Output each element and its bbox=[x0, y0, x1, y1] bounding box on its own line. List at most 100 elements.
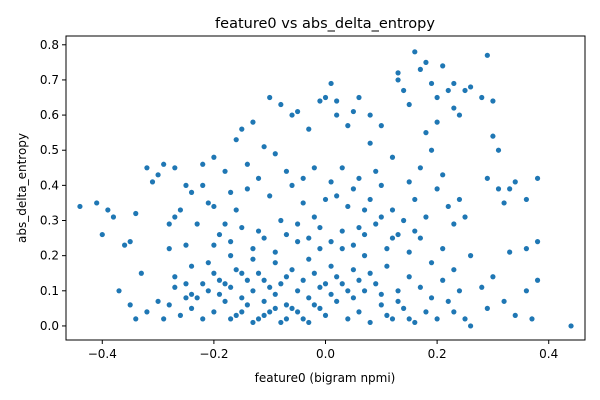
data-point bbox=[283, 316, 290, 322]
data-point bbox=[462, 214, 468, 220]
data-point bbox=[339, 281, 345, 287]
data-point bbox=[412, 228, 418, 234]
data-point bbox=[222, 221, 228, 227]
x-tick-label: 0.4 bbox=[539, 347, 558, 361]
data-point bbox=[239, 126, 245, 132]
data-point bbox=[205, 200, 211, 206]
data-point bbox=[317, 305, 323, 311]
data-point bbox=[166, 221, 172, 227]
data-point bbox=[261, 312, 267, 318]
data-point bbox=[367, 140, 373, 146]
data-point bbox=[389, 316, 396, 322]
data-point bbox=[428, 260, 435, 266]
data-point bbox=[367, 196, 373, 203]
data-point bbox=[328, 80, 334, 87]
data-point bbox=[512, 312, 518, 318]
data-point bbox=[272, 305, 278, 311]
data-point bbox=[194, 295, 200, 301]
x-tick-label: −0.2 bbox=[199, 347, 228, 361]
data-point bbox=[423, 309, 429, 315]
data-point bbox=[468, 323, 474, 329]
data-point bbox=[172, 284, 178, 290]
data-point bbox=[211, 242, 217, 248]
data-point bbox=[183, 242, 189, 248]
data-point bbox=[507, 249, 513, 255]
x-tick-label: 0.2 bbox=[428, 347, 447, 361]
data-point bbox=[445, 87, 451, 94]
data-point bbox=[350, 186, 356, 192]
data-point bbox=[183, 295, 189, 301]
data-point bbox=[479, 284, 485, 290]
data-point bbox=[423, 59, 429, 65]
data-point bbox=[200, 316, 206, 322]
data-point bbox=[345, 203, 351, 210]
data-point bbox=[311, 214, 317, 220]
data-point bbox=[295, 221, 301, 227]
data-point bbox=[144, 309, 150, 315]
data-point bbox=[144, 165, 150, 171]
data-point bbox=[244, 302, 250, 308]
y-tick-label: 0.5 bbox=[40, 143, 59, 157]
data-point bbox=[317, 246, 323, 252]
data-point bbox=[267, 309, 273, 315]
data-point bbox=[501, 298, 507, 304]
data-point bbox=[451, 309, 457, 315]
data-point bbox=[339, 246, 345, 252]
data-point bbox=[367, 270, 373, 276]
data-point bbox=[133, 210, 139, 217]
data-point bbox=[445, 298, 451, 304]
data-point bbox=[183, 281, 189, 287]
data-point bbox=[267, 94, 273, 101]
data-point bbox=[384, 246, 390, 252]
data-point bbox=[311, 302, 317, 308]
data-point bbox=[434, 186, 440, 192]
data-point bbox=[122, 242, 128, 248]
data-point bbox=[239, 270, 245, 276]
data-point bbox=[261, 298, 267, 304]
data-point bbox=[300, 175, 306, 181]
data-point bbox=[451, 80, 457, 87]
data-point bbox=[361, 288, 368, 294]
data-point bbox=[417, 235, 423, 241]
data-point bbox=[401, 217, 407, 224]
data-point bbox=[222, 298, 228, 304]
data-point bbox=[495, 147, 502, 153]
data-point bbox=[278, 281, 284, 287]
data-point bbox=[244, 161, 250, 167]
data-point bbox=[272, 260, 278, 266]
data-point bbox=[484, 305, 490, 311]
data-point bbox=[462, 316, 468, 322]
data-point bbox=[322, 94, 329, 101]
data-point bbox=[395, 288, 401, 294]
data-point bbox=[501, 200, 507, 206]
data-point bbox=[417, 165, 423, 171]
data-point bbox=[222, 168, 228, 174]
data-point bbox=[456, 112, 463, 118]
data-point bbox=[428, 295, 435, 301]
data-point bbox=[261, 144, 267, 150]
data-point bbox=[228, 316, 234, 322]
data-point bbox=[278, 217, 284, 224]
y-tick-label: 0.6 bbox=[40, 108, 59, 122]
data-point bbox=[99, 231, 105, 238]
data-point bbox=[105, 207, 111, 213]
data-point bbox=[127, 302, 133, 308]
data-point bbox=[155, 172, 161, 178]
data-point bbox=[523, 288, 530, 294]
data-point bbox=[322, 281, 329, 287]
data-point bbox=[361, 207, 368, 213]
data-point bbox=[295, 309, 301, 315]
data-point bbox=[356, 277, 362, 283]
data-point bbox=[94, 200, 100, 206]
data-point bbox=[456, 288, 463, 294]
y-tick-label: 0.1 bbox=[40, 284, 59, 298]
data-point bbox=[216, 291, 223, 297]
data-point bbox=[451, 267, 457, 273]
data-point bbox=[133, 316, 139, 322]
data-point bbox=[267, 193, 273, 199]
data-point bbox=[289, 267, 295, 273]
data-point bbox=[177, 312, 183, 318]
data-point bbox=[356, 309, 362, 315]
data-point bbox=[334, 112, 340, 118]
